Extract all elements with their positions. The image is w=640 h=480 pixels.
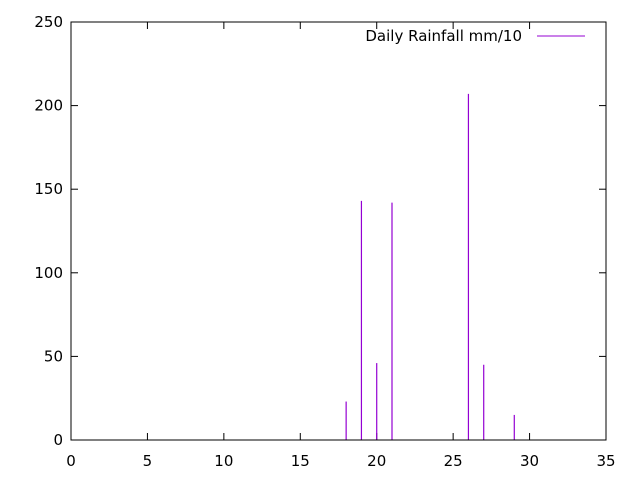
- y-tick-label: 200: [34, 97, 63, 115]
- x-tick-label: 30: [520, 452, 539, 470]
- x-tick-label: 35: [596, 452, 615, 470]
- x-axis: 0 5 10 15 20 25 30 35: [66, 22, 616, 470]
- x-tick-label: 5: [143, 452, 153, 470]
- x-tick-label: 25: [444, 452, 463, 470]
- impulse-series: [345, 93, 515, 440]
- x-tick-label: 10: [214, 452, 233, 470]
- y-tick-label: 0: [53, 431, 63, 449]
- y-tick-label: 50: [44, 347, 63, 365]
- y-tick-label: 250: [34, 13, 63, 31]
- plot-border: [70, 21, 607, 441]
- x-tick-label: 15: [291, 452, 310, 470]
- legend-label: Daily Rainfall mm/10: [365, 27, 522, 45]
- legend: Daily Rainfall mm/10: [365, 27, 585, 45]
- y-tick-label: 100: [34, 264, 63, 282]
- y-tick-label: 150: [34, 180, 63, 198]
- y-axis: 0 50 100 150 200 250: [34, 13, 606, 449]
- x-tick-label: 20: [367, 452, 386, 470]
- x-tick-label: 0: [66, 452, 76, 470]
